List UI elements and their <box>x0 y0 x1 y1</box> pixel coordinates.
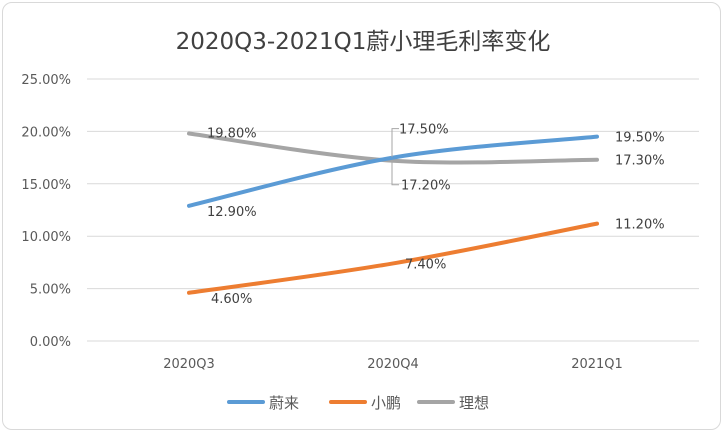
y-tick-label: 10.00% <box>21 230 71 245</box>
series-lines <box>187 131 599 295</box>
data-label: 17.20% <box>401 179 451 194</box>
y-tick-label: 0.00% <box>30 335 71 350</box>
data-label: 11.20% <box>615 218 665 233</box>
x-tick-label: 2020Q3 <box>163 357 215 372</box>
x-axis: 2020Q3 2020Q4 2021Q1 <box>163 357 623 372</box>
legend-label: 小鹏 <box>371 394 401 412</box>
chart-title: 2020Q3-2021Q1蔚小理毛利率变化 <box>176 29 551 55</box>
legend-label: 蔚来 <box>269 394 299 412</box>
data-label: 19.80% <box>207 126 257 141</box>
data-label: 17.30% <box>615 154 665 169</box>
data-label: 17.50% <box>399 123 449 138</box>
y-tick-label: 15.00% <box>21 178 71 193</box>
series-line-0 <box>187 134 599 208</box>
label-leaders <box>391 128 399 186</box>
leader-line <box>391 161 399 186</box>
x-tick-label: 2021Q1 <box>571 357 623 372</box>
data-label: 4.60% <box>211 292 252 307</box>
data-label: 7.40% <box>405 257 446 272</box>
legend: 蔚来 小鹏 理想 <box>227 394 489 412</box>
y-axis: 0.00% 5.00% 10.00% 15.00% 20.00% 25.00% <box>21 73 71 350</box>
data-label: 19.50% <box>615 131 665 146</box>
series-line-1 <box>187 221 599 295</box>
chart-frame: 2020Q3-2021Q1蔚小理毛利率变化 0.00% 5.00% 10.00% 15… <box>2 2 721 430</box>
leader-line <box>391 128 399 158</box>
line-chart: 2020Q3-2021Q1蔚小理毛利率变化 0.00% 5.00% 10.00% 15… <box>21 29 699 412</box>
x-tick-label: 2020Q4 <box>367 357 419 372</box>
y-tick-label: 20.00% <box>21 125 71 140</box>
data-labels: 12.90% 17.50% 19.50% 4.60% 7.40% 11.20% 19.80%… <box>207 123 665 307</box>
grid-lines <box>87 78 699 342</box>
series-line-2 <box>187 131 599 165</box>
data-label: 12.90% <box>207 205 257 220</box>
y-tick-label: 25.00% <box>21 73 71 88</box>
y-tick-label: 5.00% <box>30 283 71 298</box>
legend-label: 理想 <box>459 394 489 412</box>
